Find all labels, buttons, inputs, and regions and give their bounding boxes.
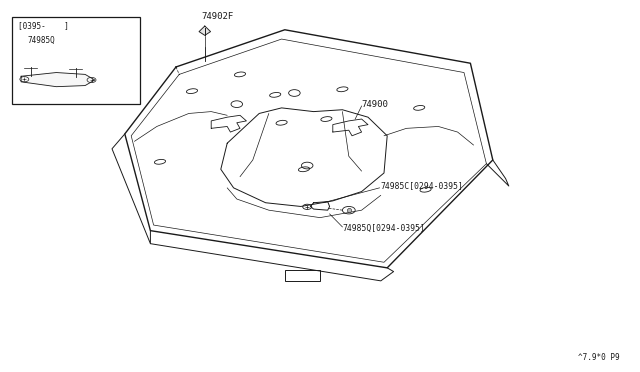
- Text: 74985C[0294-0395]: 74985C[0294-0395]: [381, 182, 463, 190]
- Text: 74985Q[0294-0395]: 74985Q[0294-0395]: [342, 224, 425, 233]
- Bar: [12, 17, 140, 104]
- Text: [0395-    ]: [0395- ]: [18, 22, 68, 31]
- Bar: [285, 270, 320, 281]
- Text: ^7.9*0 P9: ^7.9*0 P9: [577, 353, 620, 362]
- Polygon shape: [199, 26, 211, 35]
- Text: 74900: 74900: [362, 100, 388, 109]
- Polygon shape: [21, 73, 95, 87]
- Text: 74902F: 74902F: [202, 12, 234, 21]
- Text: 74985Q: 74985Q: [28, 36, 55, 45]
